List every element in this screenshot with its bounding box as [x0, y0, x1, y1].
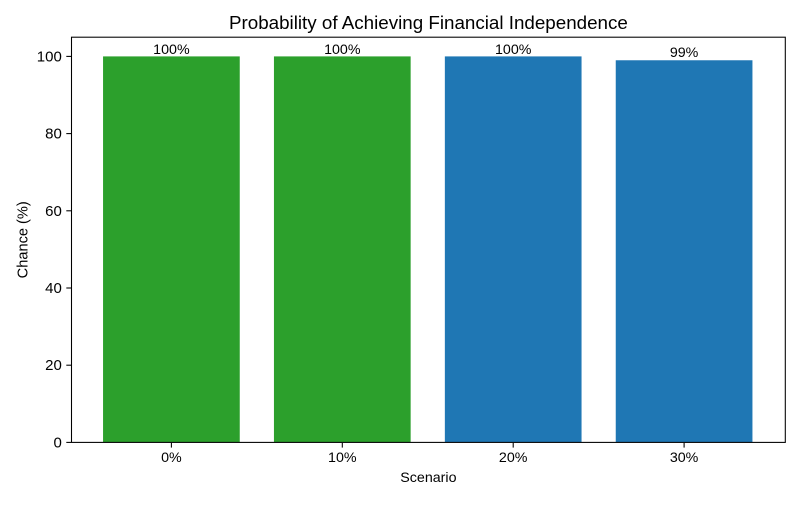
svg-text:10%: 10%	[328, 450, 357, 466]
svg-text:Chance (%): Chance (%)	[15, 201, 31, 278]
svg-text:60: 60	[45, 203, 62, 220]
svg-text:30%: 30%	[670, 450, 699, 466]
svg-text:0: 0	[53, 434, 61, 451]
svg-text:0%: 0%	[161, 450, 182, 466]
svg-text:80: 80	[45, 126, 62, 143]
svg-text:Scenario: Scenario	[400, 470, 456, 486]
svg-text:99%: 99%	[670, 45, 699, 61]
svg-text:100: 100	[37, 48, 62, 65]
svg-text:100%: 100%	[153, 42, 190, 58]
svg-text:40: 40	[45, 280, 62, 297]
svg-text:100%: 100%	[495, 42, 532, 58]
svg-text:Probability of Achieving Finan: Probability of Achieving Financial Indep…	[229, 12, 628, 33]
svg-text:100%: 100%	[324, 42, 361, 58]
svg-text:20: 20	[45, 357, 62, 374]
svg-text:20%: 20%	[499, 450, 528, 466]
